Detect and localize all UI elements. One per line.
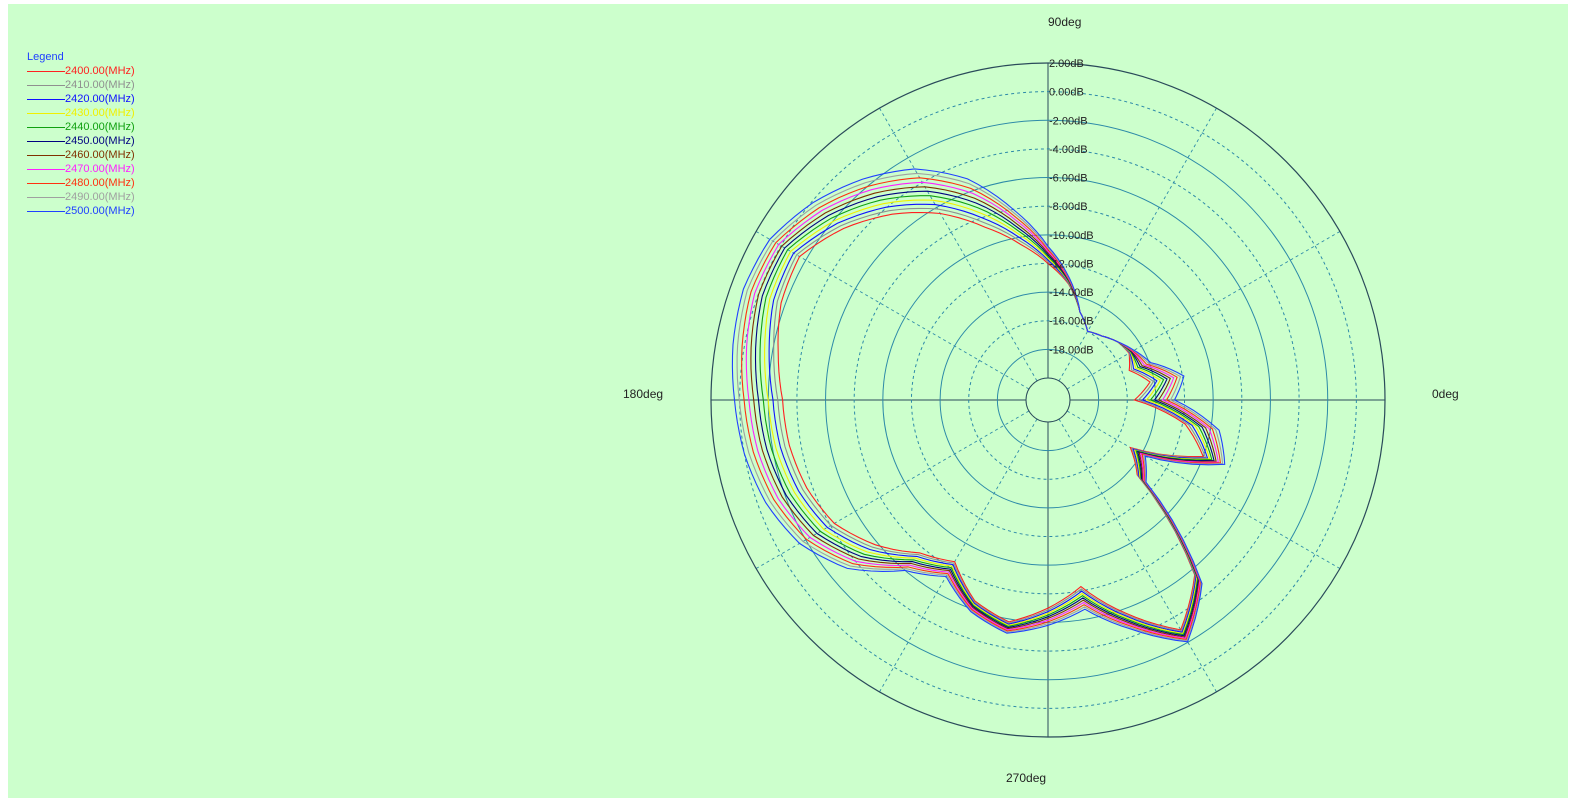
legend-swatch <box>27 112 65 114</box>
legend-label: 2490.00(MHz) <box>65 191 135 203</box>
legend-entry: 2440.00(MHz) <box>27 120 135 134</box>
ring-label: 2.00dB <box>1049 58 1084 70</box>
legend-label: 2500.00(MHz) <box>65 205 135 217</box>
angle-gridline <box>879 107 1038 382</box>
legend-entry: 2480.00(MHz) <box>27 176 135 190</box>
legend-rows: 2400.00(MHz) 2410.00(MHz) 2420.00(MHz) 2430… <box>27 64 135 218</box>
ring-gridline <box>710 62 1386 738</box>
ring-label: -18.00dB <box>1049 344 1094 356</box>
ring-label: -14.00dB <box>1049 287 1094 299</box>
legend-label: 2460.00(MHz) <box>65 149 135 161</box>
legend-swatch <box>27 126 65 128</box>
angle-gridline <box>1066 231 1341 390</box>
ring-gridline <box>882 234 1214 566</box>
legend: Legend 2400.00(MHz) 2410.00(MHz) 2420.00(M… <box>27 50 135 218</box>
ring-gridline <box>968 320 1128 480</box>
legend-entry: 2460.00(MHz) <box>27 148 135 162</box>
plot-background <box>8 4 1568 798</box>
legend-label: 2440.00(MHz) <box>65 121 135 133</box>
angle-label-270: 270deg <box>1006 771 1046 785</box>
angle-label-90: 90deg <box>1048 15 1081 29</box>
ring-label: -16.00dB <box>1049 316 1094 328</box>
legend-swatch <box>27 210 65 212</box>
legend-entry: 2450.00(MHz) <box>27 134 135 148</box>
legend-entry: 2490.00(MHz) <box>27 190 135 204</box>
legend-entry: 2500.00(MHz) <box>27 204 135 218</box>
legend-label: 2400.00(MHz) <box>65 65 135 77</box>
legend-entry: 2430.00(MHz) <box>27 106 135 120</box>
legend-label: 2450.00(MHz) <box>65 135 135 147</box>
legend-swatch <box>27 196 65 198</box>
legend-swatch <box>27 70 65 72</box>
angle-gridline <box>1058 107 1217 382</box>
angle-gridline <box>879 418 1038 693</box>
legend-label: 2470.00(MHz) <box>65 163 135 175</box>
ring-label: 0.00dB <box>1049 87 1084 99</box>
ring-label: -2.00dB <box>1049 115 1088 127</box>
legend-label: 2430.00(MHz) <box>65 107 135 119</box>
ring-gridline <box>853 205 1243 595</box>
legend-label: 2420.00(MHz) <box>65 93 135 105</box>
legend-swatch <box>27 140 65 142</box>
legend-swatch <box>27 98 65 100</box>
angle-gridline <box>1058 418 1217 693</box>
ring-label: -10.00dB <box>1049 230 1094 242</box>
ring-label: -8.00dB <box>1049 201 1088 213</box>
legend-entry: 2410.00(MHz) <box>27 78 135 92</box>
angle-gridline <box>1066 410 1341 569</box>
legend-entry: 2420.00(MHz) <box>27 92 135 106</box>
legend-entry: 2470.00(MHz) <box>27 162 135 176</box>
legend-swatch <box>27 84 65 86</box>
legend-swatch <box>27 182 65 184</box>
legend-entry: 2400.00(MHz) <box>27 64 135 78</box>
legend-swatch <box>27 154 65 156</box>
angle-gridline <box>755 231 1030 390</box>
angle-gridline <box>755 410 1030 569</box>
angle-label-180: 180deg <box>623 387 663 401</box>
legend-label: 2410.00(MHz) <box>65 79 135 91</box>
legend-swatch <box>27 168 65 170</box>
center-circle <box>1025 377 1071 423</box>
legend-label: 2480.00(MHz) <box>65 177 135 189</box>
ring-gridline <box>996 348 1100 452</box>
series-curve-10 <box>731 168 1226 643</box>
legend-title: Legend <box>27 51 64 63</box>
ring-label: -4.00dB <box>1049 144 1088 156</box>
angle-label-0: 0deg <box>1432 387 1459 401</box>
ring-label: -6.00dB <box>1049 173 1088 185</box>
ring-gridline <box>796 148 1300 652</box>
ring-label: -12.00dB <box>1049 258 1094 270</box>
